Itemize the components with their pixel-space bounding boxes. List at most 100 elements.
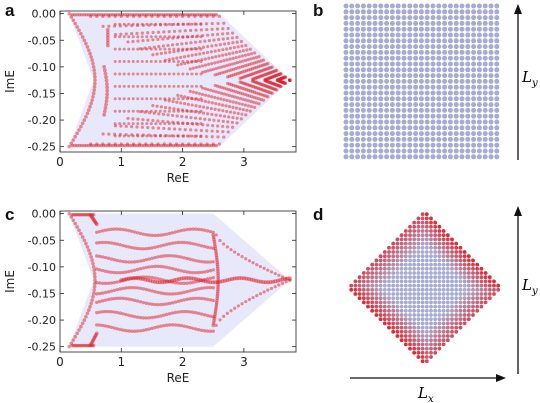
lattice-site xyxy=(357,287,362,292)
eigenvalue-point xyxy=(208,229,213,234)
eigenvalue-point xyxy=(217,66,221,70)
lattice-site xyxy=(395,131,401,137)
lattice-site xyxy=(471,84,477,90)
eigenvalue-point xyxy=(190,13,195,17)
lattice-site xyxy=(408,292,412,296)
lattice-site xyxy=(424,32,430,38)
eigenvalue-point xyxy=(149,60,153,64)
eigenvalue-point xyxy=(122,47,126,51)
lattice-site xyxy=(458,296,463,301)
lattice-site xyxy=(343,90,349,96)
lattice-site xyxy=(494,26,500,32)
eigenvalue-point xyxy=(211,323,216,328)
lattice-site xyxy=(442,136,448,142)
lattice-site xyxy=(401,38,407,44)
plot-frame xyxy=(59,10,297,153)
lattice-site xyxy=(384,38,390,44)
lattice-site xyxy=(389,84,395,90)
lattice-site xyxy=(370,300,375,305)
eigenvalue-point xyxy=(140,84,144,88)
eigenvalue-point xyxy=(159,254,163,259)
eigenvalue-point xyxy=(217,119,221,123)
eigenvalue-point xyxy=(149,35,153,39)
lattice-site xyxy=(430,61,436,67)
x-tick-label: 1 xyxy=(117,355,125,369)
eigenvalue-point xyxy=(191,288,195,292)
lattice-site xyxy=(424,233,429,238)
lattice-site xyxy=(436,44,442,50)
eigenvalue-point xyxy=(193,14,197,18)
lattice-site xyxy=(436,32,442,38)
eigenvalue-point xyxy=(194,60,198,64)
eigenvalue-point xyxy=(141,258,146,263)
eigenvalue-point xyxy=(130,285,134,290)
lattice-site xyxy=(424,55,430,61)
eigenvalue-point xyxy=(197,65,202,69)
eigenvalue-point xyxy=(182,290,186,295)
eigenvalue-point xyxy=(179,101,183,105)
eigenvalue-point xyxy=(216,135,220,139)
lattice-site xyxy=(378,3,384,9)
lattice-site xyxy=(476,49,482,55)
eigenvalue-point xyxy=(198,117,202,121)
lattice-site xyxy=(450,313,454,317)
lattice-site xyxy=(416,229,421,233)
lattice-site xyxy=(372,102,378,108)
lattice-site xyxy=(384,107,390,113)
lattice-site xyxy=(436,125,442,131)
eigenvalue-point xyxy=(225,63,229,68)
eigenvalue-point xyxy=(188,325,192,330)
eigenvalue-point xyxy=(194,84,198,88)
lattice-site xyxy=(361,287,366,292)
eigenvalue-point xyxy=(176,35,180,39)
lattice-site xyxy=(374,266,379,271)
lattice-site xyxy=(349,15,355,21)
lattice-site xyxy=(441,254,446,259)
eigenvalue-point xyxy=(203,93,208,97)
eigenvalue-point xyxy=(103,228,108,232)
eigenvalue-point xyxy=(145,134,149,138)
eigenvalue-point xyxy=(122,22,126,26)
lattice-site xyxy=(416,233,421,238)
eigenvalue-point xyxy=(73,134,78,139)
lattice-site xyxy=(437,292,442,296)
eigenvalue-point xyxy=(86,248,91,253)
lattice-site xyxy=(492,283,496,288)
lattice-site xyxy=(372,131,378,137)
lattice-site xyxy=(465,67,471,73)
lattice-site xyxy=(401,26,407,32)
lattice-site xyxy=(420,275,425,280)
lattice-site xyxy=(471,292,475,296)
lattice-site xyxy=(471,148,477,154)
eigenvalue-point xyxy=(132,260,137,264)
eigenvalue-point xyxy=(90,298,94,302)
lattice-site xyxy=(401,148,407,154)
eigenvalue-point xyxy=(199,142,203,146)
lattice-site xyxy=(453,44,459,50)
lattice-site xyxy=(475,292,480,296)
lattice-site xyxy=(353,287,358,292)
lattice-site xyxy=(459,125,465,131)
eigenvalue-point xyxy=(208,329,213,333)
lattice-site xyxy=(399,296,404,301)
lattice-site xyxy=(458,258,463,263)
eigenvalue-point xyxy=(194,116,198,120)
lattice-site xyxy=(482,90,488,96)
eigenvalue-point xyxy=(102,109,107,114)
lattice-site xyxy=(420,296,425,301)
eigenvalue-point xyxy=(112,326,116,330)
lattice-site xyxy=(382,287,387,292)
lattice-site xyxy=(403,317,408,322)
eigenvalue-point xyxy=(136,39,140,43)
lattice-site xyxy=(395,275,400,280)
lattice-site xyxy=(475,266,480,271)
eigenvalue-point xyxy=(153,276,157,280)
eigenvalue-point xyxy=(112,310,116,314)
eigenvalue-point xyxy=(118,22,122,26)
lattice-site xyxy=(454,271,459,275)
lattice-site xyxy=(374,313,379,317)
eigenvalue-point xyxy=(127,286,131,290)
eigenvalue-point xyxy=(181,84,185,88)
eigenvalue-point xyxy=(154,22,158,26)
lattice-site xyxy=(399,266,404,271)
